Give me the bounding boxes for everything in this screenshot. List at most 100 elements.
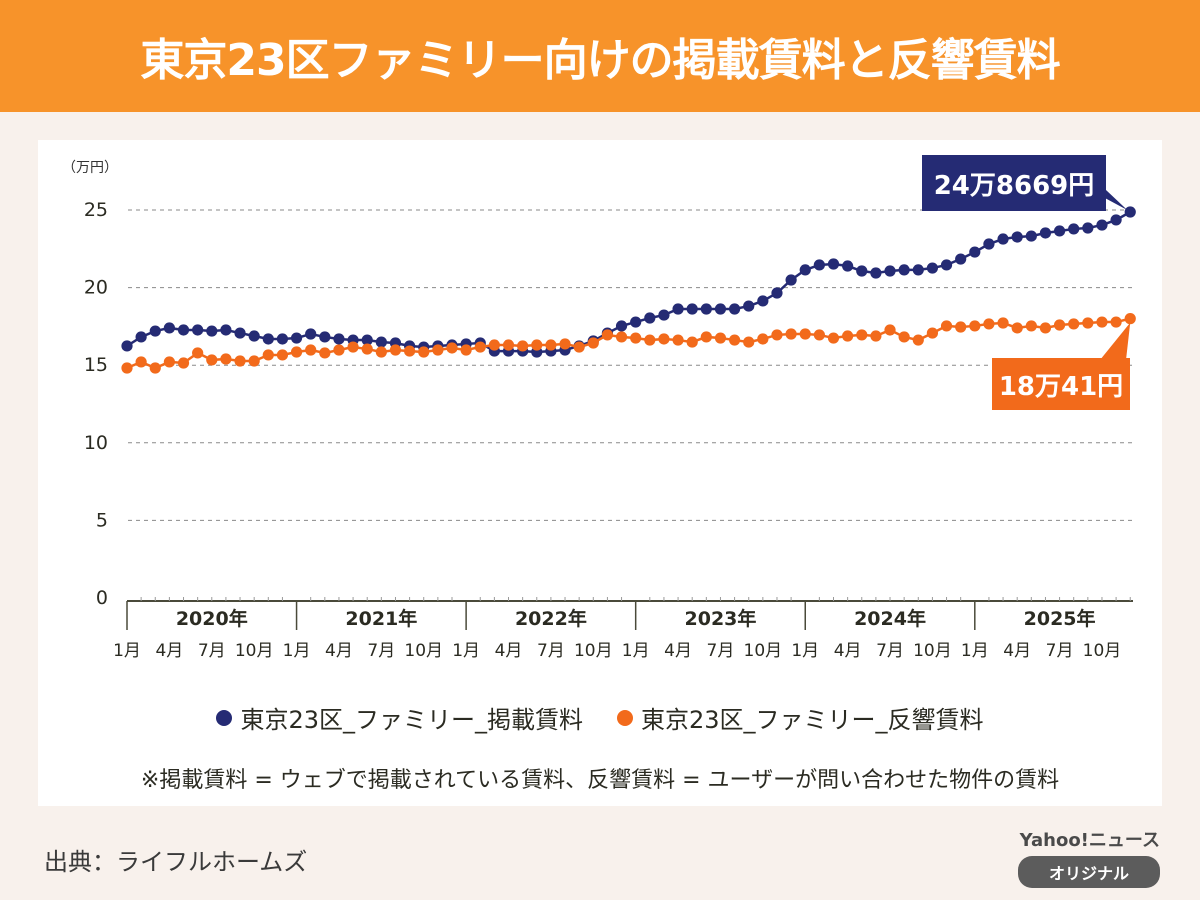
data-point	[389, 344, 402, 356]
data-point	[644, 312, 656, 324]
legend-label: 東京23区_ファミリー_掲載賃料	[240, 706, 583, 734]
data-point	[813, 329, 825, 341]
data-point	[615, 320, 628, 332]
data-point	[615, 331, 628, 343]
data-point	[262, 349, 274, 361]
data-point	[375, 346, 387, 358]
data-point	[870, 267, 882, 279]
x-year-label: 2023年	[685, 607, 757, 630]
data-point	[149, 325, 161, 337]
data-point	[983, 318, 995, 330]
data-point	[728, 303, 741, 315]
x-month-label: 1月	[791, 641, 819, 661]
data-point	[1110, 214, 1122, 226]
x-month-label: 4月	[664, 641, 692, 661]
data-point	[121, 340, 133, 352]
data-point	[559, 338, 571, 350]
data-point	[1068, 223, 1080, 235]
data-point	[418, 346, 430, 358]
data-point	[955, 253, 967, 265]
data-point	[672, 303, 684, 315]
chart-title: 東京23区ファミリー向けの掲載賃料と反響賃料	[140, 35, 1060, 86]
data-point	[1110, 316, 1122, 328]
data-point	[856, 329, 868, 341]
data-point	[940, 320, 953, 332]
x-month-label: 1月	[452, 641, 480, 661]
data-point	[1124, 313, 1136, 325]
data-point	[898, 264, 910, 276]
data-point	[192, 324, 204, 336]
x-month-label: 7月	[367, 641, 395, 661]
data-point	[262, 333, 274, 345]
data-point	[1096, 219, 1108, 231]
data-point	[220, 324, 232, 336]
data-point	[290, 332, 303, 344]
x-month-label: 4月	[325, 641, 353, 661]
data-point	[361, 343, 373, 355]
data-point	[333, 344, 345, 356]
data-point	[658, 333, 670, 345]
data-point	[206, 325, 218, 337]
data-point	[686, 303, 698, 315]
data-point	[799, 264, 811, 276]
data-point	[757, 333, 769, 345]
legend-item-inquiry-rent: 東京23区_ファミリー_反響賃料	[617, 700, 984, 735]
data-point	[1053, 225, 1066, 237]
x-month-label: 10月	[1083, 641, 1122, 661]
data-point	[771, 287, 783, 299]
data-point	[700, 331, 712, 343]
x-month-label: 10月	[235, 641, 274, 661]
data-point	[1039, 322, 1052, 334]
x-month-label: 4月	[155, 641, 183, 661]
data-point	[630, 332, 642, 344]
data-point	[856, 265, 868, 277]
data-point	[361, 334, 373, 346]
x-year-label: 2020年	[176, 607, 248, 630]
x-month-label: 10月	[744, 641, 783, 661]
data-point	[248, 355, 260, 367]
x-month-label: 1月	[622, 641, 650, 661]
data-point	[969, 246, 981, 258]
data-point	[1082, 317, 1094, 329]
data-point	[587, 337, 599, 349]
data-point	[686, 336, 698, 348]
data-point	[884, 324, 896, 336]
data-point	[926, 327, 939, 339]
data-point	[912, 334, 924, 346]
data-point	[700, 303, 712, 315]
x-month-label: 1月	[961, 641, 989, 661]
data-point	[940, 259, 953, 271]
legend-marker-icon	[216, 709, 233, 726]
data-point	[743, 336, 755, 348]
data-point	[672, 334, 684, 346]
data-point	[234, 355, 246, 367]
data-point	[220, 353, 232, 365]
legend-item-listing-rent: 東京23区_ファミリー_掲載賃料	[216, 700, 583, 735]
data-point	[305, 344, 317, 356]
data-point	[248, 330, 260, 342]
x-month-label: 1月	[113, 641, 141, 661]
data-point	[460, 344, 472, 356]
data-point	[488, 339, 500, 351]
data-point	[601, 329, 614, 341]
data-point	[545, 339, 557, 351]
data-point	[305, 328, 317, 340]
y-tick-label: 15	[84, 354, 108, 376]
data-point	[531, 339, 543, 351]
data-point	[827, 258, 840, 270]
data-point	[955, 321, 967, 333]
data-point	[192, 347, 204, 359]
data-point	[1039, 227, 1052, 239]
data-point	[799, 328, 811, 340]
callout-pointer	[1100, 322, 1131, 360]
header-banner: 東京23区ファミリー向けの掲載賃料と反響賃料	[0, 0, 1200, 112]
x-year-label: 2024年	[854, 607, 926, 630]
data-point	[1068, 318, 1080, 330]
data-point	[290, 346, 303, 358]
brand-logo: Yahoo!ニュース オリジナル	[1018, 826, 1160, 888]
data-point	[827, 332, 840, 344]
data-point	[375, 336, 387, 348]
x-month-label: 4月	[834, 641, 862, 661]
data-point	[319, 347, 331, 359]
